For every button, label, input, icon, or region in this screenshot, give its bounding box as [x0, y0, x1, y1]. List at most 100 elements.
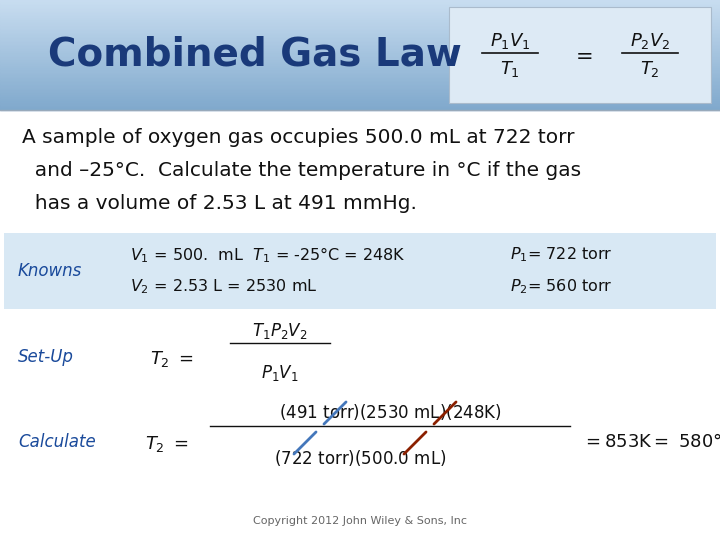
Bar	[0, 6, 720, 8]
Bar	[0, 59, 720, 60]
Text: $T_1P_2V_2$: $T_1P_2V_2$	[252, 321, 308, 341]
Bar	[0, 63, 720, 65]
Bar	[0, 97, 720, 99]
Bar	[0, 90, 720, 92]
Bar	[0, 29, 720, 30]
Text: $V_2$ = 2.53 L = 2530 mL: $V_2$ = 2.53 L = 2530 mL	[130, 278, 318, 296]
Bar	[0, 77, 720, 78]
Bar	[0, 0, 720, 2]
Text: $T_2\ =$: $T_2\ =$	[150, 349, 194, 369]
Bar	[0, 2, 720, 4]
Bar	[0, 16, 720, 18]
Text: $P_1V_1$: $P_1V_1$	[261, 363, 299, 383]
Bar	[0, 93, 720, 95]
Bar	[0, 44, 720, 45]
Bar	[0, 56, 720, 58]
Bar	[0, 80, 720, 83]
Bar	[0, 38, 720, 40]
Text: Set-Up: Set-Up	[18, 348, 74, 366]
Bar	[0, 74, 720, 76]
Bar	[0, 105, 720, 107]
Bar	[0, 25, 720, 28]
Bar	[0, 27, 720, 29]
Bar	[0, 19, 720, 21]
Bar	[0, 34, 720, 36]
Bar	[0, 49, 720, 51]
Bar	[0, 70, 720, 71]
Bar	[0, 87, 720, 90]
Bar	[0, 17, 720, 19]
FancyBboxPatch shape	[449, 7, 711, 103]
Bar	[0, 5, 720, 7]
Bar	[0, 98, 720, 100]
Bar	[0, 15, 720, 17]
Bar	[0, 75, 720, 77]
Bar	[0, 64, 720, 66]
Bar	[0, 12, 720, 14]
Text: has a volume of 2.53 L at 491 mmHg.: has a volume of 2.53 L at 491 mmHg.	[22, 194, 417, 213]
Bar	[0, 83, 720, 85]
Bar	[0, 60, 720, 62]
Bar	[0, 52, 720, 53]
Bar	[0, 65, 720, 68]
Bar	[0, 23, 720, 25]
Text: A sample of oxygen gas occupies 500.0 mL at 722 torr: A sample of oxygen gas occupies 500.0 mL…	[22, 128, 575, 147]
Text: $P_1$= 722 torr: $P_1$= 722 torr	[510, 246, 613, 265]
Bar	[0, 102, 720, 103]
Text: $T_2$: $T_2$	[640, 59, 660, 79]
Text: $(491\ \mathrm{torr})(2530\ \mathrm{mL})(248\mathrm{K})$: $(491\ \mathrm{torr})(2530\ \mathrm{mL})…	[279, 402, 501, 422]
Bar	[0, 48, 720, 50]
Bar	[0, 40, 720, 43]
Bar	[0, 79, 720, 81]
Bar	[0, 82, 720, 84]
Bar	[0, 68, 720, 70]
Text: $V_1$ = 500.  mL  $T_1$ = -25°C = 248K: $V_1$ = 500. mL $T_1$ = -25°C = 248K	[130, 245, 406, 265]
Text: $P_1V_1$: $P_1V_1$	[490, 31, 530, 51]
Bar	[0, 10, 720, 12]
Bar	[0, 86, 720, 88]
Bar	[0, 22, 720, 23]
Bar	[0, 1, 720, 3]
Bar	[0, 14, 720, 15]
Bar	[0, 4, 720, 5]
Bar	[0, 100, 720, 102]
Bar	[0, 53, 720, 55]
Bar	[0, 24, 720, 26]
Text: $P_2$= 560 torr: $P_2$= 560 torr	[510, 278, 613, 296]
Bar	[0, 45, 720, 47]
Bar	[0, 96, 720, 98]
Bar	[0, 62, 720, 63]
Text: $T_2\ =$: $T_2\ =$	[145, 434, 189, 454]
Bar	[0, 39, 720, 41]
Text: Combined Gas Law: Combined Gas Law	[48, 36, 462, 74]
Bar	[4, 233, 716, 309]
Bar	[0, 57, 720, 59]
Text: $=853\mathrm{K} =\ 580°C$: $=853\mathrm{K} =\ 580°C$	[582, 433, 720, 451]
Bar	[0, 37, 720, 38]
Bar	[0, 8, 720, 10]
Bar	[0, 42, 720, 44]
Bar	[0, 32, 720, 35]
Bar	[0, 9, 720, 11]
Bar	[0, 46, 720, 48]
Bar	[0, 50, 720, 52]
Bar	[0, 85, 720, 86]
Bar	[0, 89, 720, 91]
Text: $=$: $=$	[571, 45, 593, 65]
Bar	[0, 108, 720, 110]
Bar	[0, 78, 720, 80]
Text: $P_2V_2$: $P_2V_2$	[630, 31, 670, 51]
Bar	[0, 31, 720, 33]
Bar	[0, 30, 720, 32]
Text: $T_1$: $T_1$	[500, 59, 520, 79]
Bar	[0, 20, 720, 22]
Text: Copyright 2012 John Wiley & Sons, Inc: Copyright 2012 John Wiley & Sons, Inc	[253, 516, 467, 526]
Bar	[0, 72, 720, 74]
Text: Calculate: Calculate	[18, 433, 96, 451]
Bar	[0, 104, 720, 106]
Text: and –25°C.  Calculate the temperature in °C if the gas: and –25°C. Calculate the temperature in …	[22, 161, 581, 180]
Bar	[0, 35, 720, 37]
Text: $(722\ \mathrm{torr})(500.0\ \mathrm{mL})$: $(722\ \mathrm{torr})(500.0\ \mathrm{mL}…	[274, 448, 446, 468]
Bar	[0, 55, 720, 56]
Bar	[0, 103, 720, 105]
